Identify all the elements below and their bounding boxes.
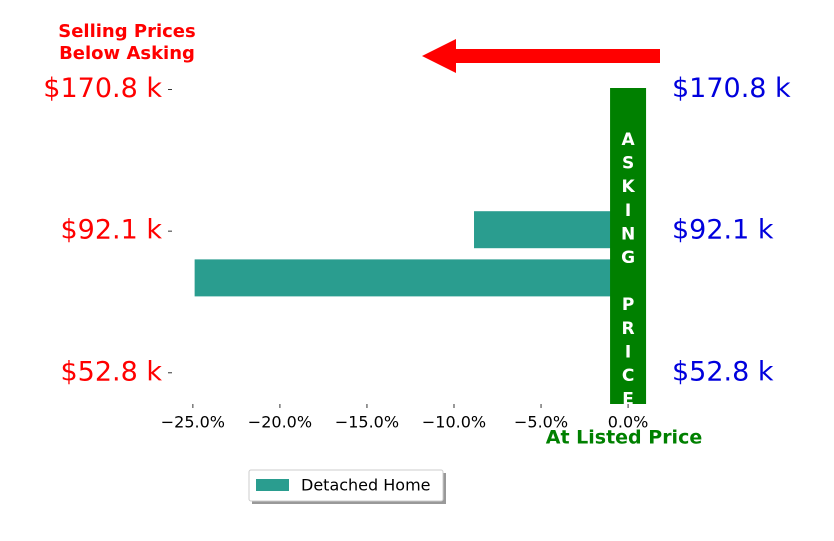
bar	[194, 259, 629, 297]
annotation: Below Asking	[59, 43, 195, 64]
y-tick-label: $52.8 k	[60, 356, 162, 387]
legend-label: Detached Home	[301, 476, 431, 495]
x-tick-label: −15.0%	[335, 413, 399, 432]
annotation: Selling Prices	[58, 21, 195, 42]
x-tick-label: −20.0%	[248, 413, 312, 432]
x-tick-label: 0.0%	[608, 413, 649, 432]
asking-band	[610, 88, 647, 404]
x-tick-label: −5.0%	[514, 413, 568, 432]
y-tick-label: $170.8 k	[43, 73, 162, 104]
annotation: At Listed Price	[546, 427, 702, 449]
y2-tick-label: $52.8 k	[672, 356, 774, 387]
legend-swatch	[256, 479, 289, 491]
legend-box	[248, 469, 444, 502]
x-tick-label: −10.0%	[422, 413, 486, 432]
annotation: ASKING PRICE	[618, 130, 638, 413]
y2-tick-label: $92.1 k	[672, 215, 774, 246]
arrow	[422, 39, 660, 73]
x-tick-label: −25.0%	[161, 413, 225, 432]
y2-tick-label: $170.8 k	[672, 73, 791, 104]
y-tick-label: $92.1 k	[60, 215, 162, 246]
bar	[474, 211, 629, 249]
legend: Detached Home	[248, 469, 446, 504]
